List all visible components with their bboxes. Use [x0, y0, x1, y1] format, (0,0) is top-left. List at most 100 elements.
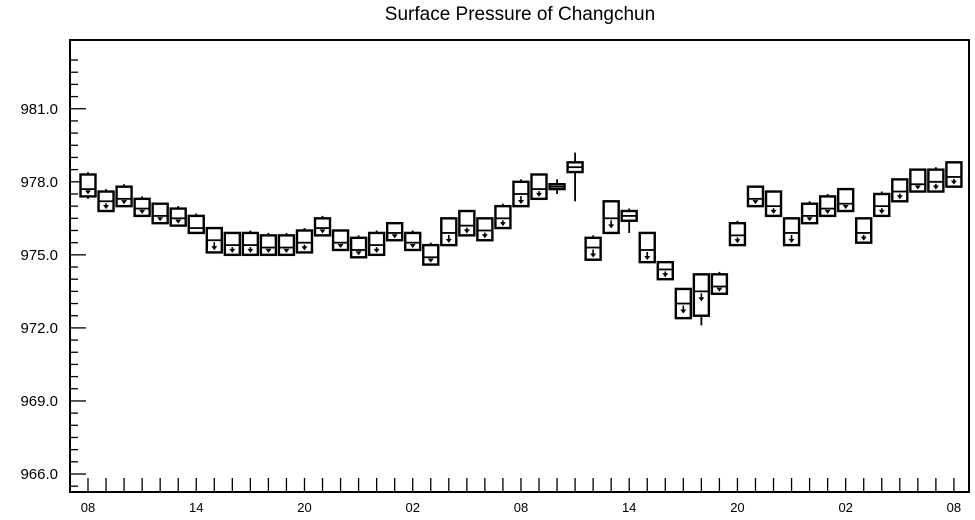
box-plot	[782, 217, 801, 247]
box-plot	[476, 217, 494, 242]
box-series	[79, 152, 963, 326]
inner-marker	[536, 192, 542, 197]
box	[385, 221, 404, 242]
box-plot	[115, 184, 133, 208]
inner-marker	[355, 251, 362, 256]
box-plot	[187, 213, 205, 235]
box	[367, 231, 386, 257]
box-plot	[295, 228, 314, 254]
box-plot	[728, 220, 747, 247]
box-plot	[909, 168, 927, 193]
plot-frame	[69, 39, 970, 493]
box	[169, 207, 187, 227]
box	[818, 195, 837, 218]
box	[710, 273, 729, 296]
box-plot	[674, 287, 693, 320]
inner-marker	[716, 287, 723, 292]
box	[313, 217, 332, 237]
box-plot	[404, 230, 422, 252]
box-plot	[746, 185, 765, 208]
box-plot	[818, 193, 837, 218]
box-plot	[945, 161, 963, 188]
inner-marker	[391, 234, 398, 239]
box	[422, 243, 440, 266]
box-plot	[584, 235, 602, 261]
box	[909, 168, 927, 193]
box-plot	[873, 191, 891, 218]
box	[494, 204, 512, 230]
box-plot	[367, 230, 386, 257]
box	[530, 173, 548, 201]
inner-marker	[878, 209, 885, 214]
inner-marker	[283, 248, 290, 253]
box	[115, 185, 133, 208]
box	[746, 185, 765, 208]
inner-marker	[211, 246, 218, 251]
inner-marker	[517, 199, 524, 204]
box-plot	[800, 201, 819, 225]
x-tick-label: 08	[81, 500, 95, 515]
box-plot	[512, 179, 530, 208]
box	[764, 190, 783, 218]
box-plot	[710, 271, 729, 296]
box-plot	[385, 221, 404, 242]
box	[927, 168, 945, 193]
box-plot	[566, 152, 584, 202]
box	[133, 197, 151, 218]
inner-marker	[229, 248, 236, 253]
y-tick-label: 972.0	[20, 320, 58, 337]
box-plot	[530, 173, 548, 201]
box-plot	[891, 178, 909, 203]
inner-marker	[265, 248, 272, 253]
box	[349, 236, 368, 259]
box-plot	[331, 229, 350, 252]
box-plot	[656, 260, 674, 281]
box-plot	[223, 231, 242, 257]
inner-marker	[752, 200, 759, 205]
box-plot	[277, 232, 296, 257]
inner-marker	[139, 209, 146, 214]
y-tick-label: 978.0	[20, 174, 58, 191]
box-plot	[692, 273, 711, 326]
box-plot	[151, 202, 169, 225]
box-plot	[836, 187, 855, 213]
box-plot	[422, 242, 440, 266]
box	[728, 221, 747, 247]
box-plot	[79, 172, 97, 199]
box	[151, 202, 169, 225]
x-tick-label: 02	[405, 500, 419, 515]
box	[638, 231, 656, 264]
x-tick-label: 08	[947, 500, 961, 515]
box	[259, 234, 278, 257]
box	[187, 214, 205, 235]
box-plot	[97, 189, 115, 213]
box-plot	[548, 179, 566, 194]
box	[656, 260, 674, 281]
box	[782, 217, 801, 247]
inner-marker	[481, 234, 488, 239]
x-axis: 08 14 20 02 08 14 20 02 08	[81, 478, 961, 515]
inner-marker	[590, 253, 597, 258]
inner-marker	[950, 180, 957, 185]
x-tick-label: 20	[730, 500, 744, 515]
box-plot	[241, 230, 260, 257]
inner-marker	[734, 239, 741, 244]
box-plot	[169, 206, 187, 227]
box	[458, 209, 476, 237]
box	[277, 234, 296, 257]
inner-marker	[824, 209, 831, 214]
y-axis: 966.0 969.0 972.0 975.0 978.0 981.0	[20, 59, 86, 487]
box	[855, 217, 873, 244]
box-plot	[205, 226, 223, 254]
inner-marker	[301, 246, 308, 251]
box-plot	[602, 200, 620, 235]
y-tick-label: 975.0	[20, 247, 58, 264]
box	[584, 236, 602, 261]
y-tick-label: 969.0	[20, 393, 58, 410]
box	[476, 217, 494, 242]
inner-marker	[896, 195, 903, 200]
inner-marker	[85, 190, 91, 195]
inner-marker	[698, 297, 705, 302]
box-plot	[133, 196, 151, 218]
